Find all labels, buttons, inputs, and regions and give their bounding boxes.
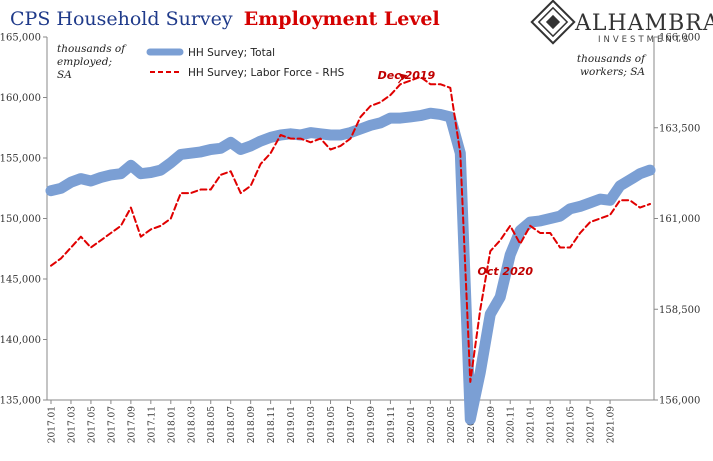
left-tick-label: 165,000	[0, 33, 41, 44]
right-tick-label: 158,500	[659, 305, 700, 316]
brand-sub: INVESTMENTS	[598, 35, 691, 45]
x-tick-label: 2019.03	[307, 406, 317, 443]
alhambra-diamond-logo-icon	[530, 0, 576, 45]
legend: HH Survey; Total HH Survey; Labor Force …	[146, 47, 345, 79]
x-tick-label: 2021.01	[527, 406, 537, 443]
brand-name: ALHAMBRA	[574, 11, 713, 36]
x-tick-label: 2019.01	[287, 406, 297, 443]
x-tick-label: 2017.01	[48, 406, 58, 443]
left-axis-unit-label: thousands of employed; SA	[57, 43, 127, 81]
x-tick-label: 2019.09	[367, 406, 377, 443]
left-tick-label: 155,000	[0, 154, 41, 165]
right-tick-label: 156,000	[659, 396, 700, 407]
x-tick-label: 2018.07	[227, 406, 237, 443]
x-tick-label: 2018.09	[247, 406, 257, 443]
x-tick-label: 2019.07	[347, 406, 357, 443]
x-tick-label: 2019.05	[327, 406, 337, 443]
x-tick-label: 2021.09	[607, 406, 617, 443]
left-tick-label: 145,000	[0, 275, 41, 286]
x-tick-label: 2021.03	[547, 406, 557, 443]
right-axis-unit-label: thousands of workers; SA	[577, 53, 647, 78]
x-tick-label: 2017.07	[107, 406, 117, 443]
x-axis: 2017.01 2017.03 2017.05 2017.07 2017.09 2017.…	[48, 400, 617, 443]
annotation-label: Oct 2020	[477, 265, 533, 278]
legend-label-labor-force: HH Survey; Labor Force - RHS	[188, 67, 345, 79]
x-tick-label: 2017.05	[87, 406, 97, 443]
right-unit-line: thousands of	[577, 53, 647, 65]
left-unit-line: thousands of	[57, 43, 127, 55]
right-tick-label: 161,000	[659, 214, 700, 225]
left-tick-label: 150,000	[0, 214, 41, 225]
x-tick-label: 2021.07	[587, 406, 597, 443]
x-tick-label: 2017.11	[147, 406, 157, 443]
right-y-axis: 156,000 158,500 161,000 163,500 166,000	[654, 33, 700, 407]
left-unit-line: SA	[57, 69, 72, 81]
x-tick-label: 2020.03	[427, 406, 437, 443]
series-layer	[45, 75, 656, 425]
x-tick-label: 2018.05	[207, 406, 217, 443]
chart-title-part1: CPS Household Survey	[10, 8, 233, 30]
left-unit-line: employed;	[57, 56, 112, 68]
right-unit-line: workers; SA	[580, 66, 645, 78]
chart-title: CPS Household Survey Employment Level	[10, 8, 440, 30]
chart-title-part2: Employment Level	[244, 8, 440, 30]
left-tick-label: 140,000	[0, 335, 41, 346]
x-tick-label: 2018.01	[167, 406, 177, 443]
x-tick-label: 2020.11	[507, 406, 517, 443]
series-line-labor-force	[50, 75, 651, 383]
x-tick-label: 2018.03	[187, 406, 197, 443]
x-tick-label: 2017.03	[67, 406, 77, 443]
x-tick-label: 2021.05	[567, 406, 577, 443]
annotation-arrowhead	[398, 73, 408, 81]
x-tick-label: 2020.09	[487, 406, 497, 443]
x-tick-label: 2019.11	[387, 406, 397, 443]
x-tick-label: 2018.11	[267, 406, 277, 443]
left-tick-label: 135,000	[0, 396, 41, 407]
left-tick-label: 160,000	[0, 93, 41, 104]
x-tick-label: 2020.05	[447, 406, 457, 443]
right-tick-label: 166,000	[659, 33, 700, 44]
x-tick-label: 2020.01	[407, 406, 417, 443]
series-line-hh-total	[45, 107, 656, 425]
legend-label-total: HH Survey; Total	[188, 47, 275, 59]
left-y-axis: 135,000 140,000 145,000 150,000 155,000 160,0…	[0, 33, 47, 407]
right-tick-label: 163,500	[659, 123, 700, 134]
x-tick-label: 2017.09	[127, 406, 137, 443]
